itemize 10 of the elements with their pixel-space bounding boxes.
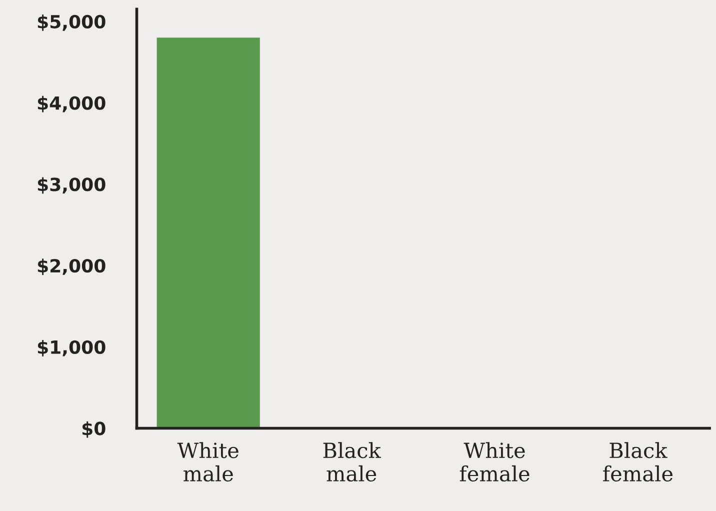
y-tick-label: $1,000	[38, 340, 106, 356]
y-tick-label: $4,000	[38, 96, 106, 112]
y-tick-label: $0	[82, 421, 106, 438]
x-tick-label: White female	[460, 442, 530, 482]
x-tick-label: White male	[177, 442, 238, 482]
y-tick-label: $3,000	[38, 177, 106, 194]
x-tick-label: Black male	[323, 442, 382, 482]
y-tick-label: $5,000	[38, 14, 106, 31]
y-tick-label: $2,000	[38, 258, 106, 276]
x-tick-label: Black female	[603, 442, 673, 482]
